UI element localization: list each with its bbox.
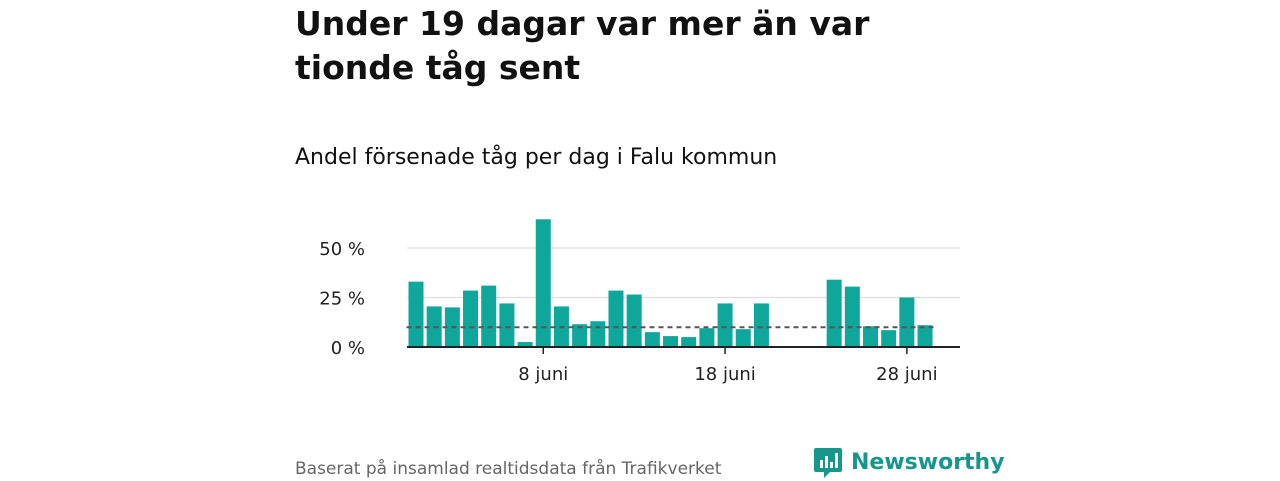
bar — [517, 342, 533, 347]
bar — [481, 285, 497, 347]
source-note: Baserat på insamlad realtidsdata från Tr… — [295, 459, 722, 479]
bar — [608, 290, 624, 347]
x-tick-label: 28 juni — [876, 364, 937, 385]
y-tick-label: 25 % — [319, 289, 365, 310]
bar — [735, 329, 751, 347]
bar — [644, 332, 660, 347]
x-tick-label: 18 juni — [694, 364, 755, 385]
bar — [408, 281, 424, 347]
bar — [899, 297, 915, 347]
newsworthy-logo-icon — [814, 448, 842, 478]
bar — [863, 326, 878, 347]
bar — [881, 330, 897, 347]
bar — [590, 321, 606, 347]
bar — [681, 337, 697, 347]
bar — [663, 336, 679, 347]
bar — [699, 328, 715, 347]
bar — [626, 294, 642, 347]
brand-name: Newsworthy — [851, 450, 1005, 475]
bar — [753, 303, 769, 347]
bar — [463, 290, 479, 347]
bar — [572, 324, 588, 347]
y-tick-label: 50 % — [319, 239, 365, 260]
bar — [826, 279, 842, 347]
bar-chart: 0 % 25 % 50 % 8 juni 18 juni 28 juni — [319, 219, 960, 385]
chart-subtitle: Andel försenade tåg per dag i Falu kommu… — [295, 145, 778, 170]
bar — [717, 303, 733, 347]
bar — [499, 303, 515, 347]
y-tick-label: 0 % — [331, 338, 365, 359]
chart-card: Under 19 dagar var mer än var tionde tåg… — [295, 0, 1005, 480]
page-title: Under 19 dagar var mer än var tionde tåg… — [295, 4, 870, 87]
brand-logo: Newsworthy — [813, 446, 1005, 480]
bar — [535, 219, 551, 347]
x-tick-label: 8 juni — [518, 364, 568, 385]
bar — [917, 325, 933, 347]
bar — [844, 286, 860, 347]
